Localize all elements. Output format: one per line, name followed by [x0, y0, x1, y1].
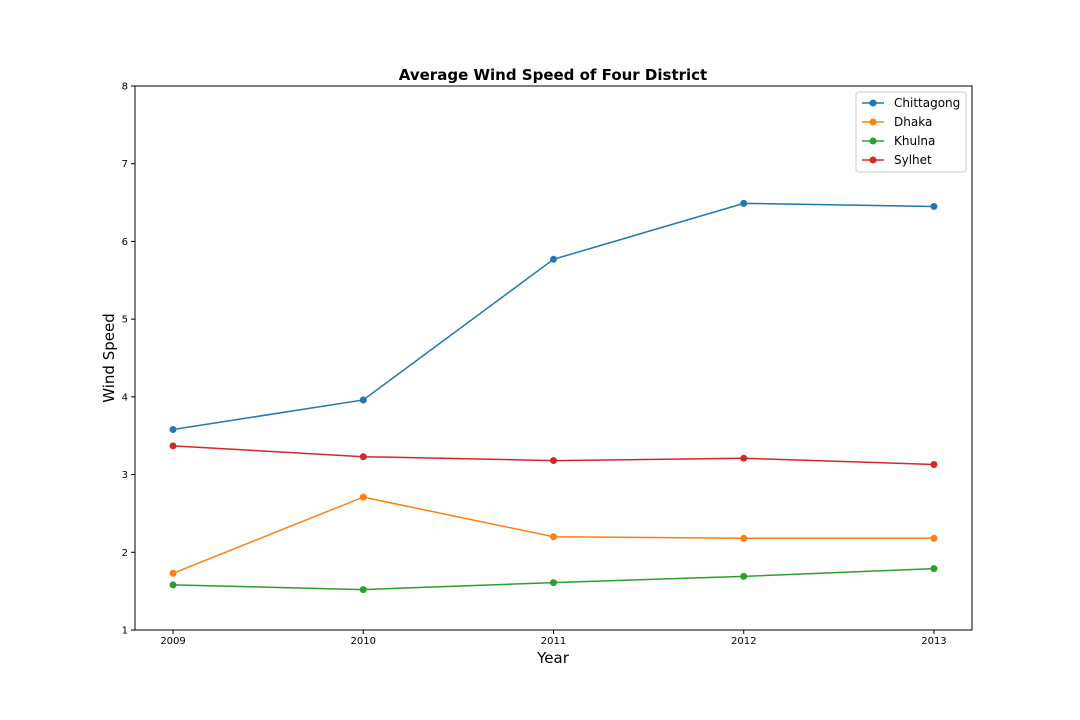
data-point-chittagong — [359, 396, 367, 404]
data-point-dhaka — [169, 569, 177, 577]
data-point-sylhet — [169, 442, 177, 450]
data-point-khulna — [169, 581, 177, 589]
legend-swatch-marker — [869, 156, 877, 164]
series-khulna — [169, 565, 938, 594]
y-tick-label: 3 — [122, 470, 128, 481]
data-point-chittagong — [169, 425, 177, 433]
x-tick-label: 2013 — [921, 636, 946, 647]
data-point-chittagong — [930, 202, 938, 210]
legend-swatch-marker — [869, 118, 877, 126]
y-tick-label: 7 — [122, 159, 128, 170]
plot-frame — [134, 85, 973, 631]
legend-frame — [855, 91, 967, 173]
y-axis-label: Wind Speed — [100, 313, 118, 403]
legend-label: Khulna — [894, 134, 935, 148]
x-tick-label: 2010 — [351, 636, 376, 647]
chart-title: Average Wind Speed of Four District — [399, 66, 707, 84]
x-tick-label: 2012 — [731, 636, 756, 647]
legend-item-chittagong: Chittagong — [862, 96, 960, 110]
y-tick-label: 2 — [122, 548, 128, 559]
series-layer — [169, 199, 938, 594]
y-tick-label: 8 — [122, 82, 128, 93]
y-tick-label: 1 — [122, 626, 128, 637]
y-tick-label: 5 — [122, 315, 128, 326]
data-point-sylhet — [359, 453, 367, 461]
plot-area — [134, 85, 973, 631]
series-chittagong — [169, 199, 938, 433]
data-point-sylhet — [930, 460, 938, 468]
legend-label: Dhaka — [894, 115, 932, 129]
data-point-chittagong — [550, 255, 557, 263]
legend-item-sylhet: Sylhet — [862, 153, 932, 167]
x-tick-label: 2011 — [541, 636, 566, 647]
y-tick-label: 4 — [122, 392, 128, 403]
data-point-khulna — [740, 572, 748, 580]
data-point-khulna — [930, 565, 938, 573]
legend-item-khulna: Khulna — [862, 134, 935, 148]
legend-swatch-marker — [869, 99, 877, 107]
y-axis: 1 2 3 4 5 6 7 8 — [122, 82, 135, 637]
data-point-khulna — [550, 579, 557, 587]
data-point-sylhet — [550, 457, 557, 465]
series-dhaka — [169, 493, 938, 577]
legend-label: Sylhet — [894, 153, 932, 167]
data-point-khulna — [359, 586, 367, 594]
legend-item-dhaka: Dhaka — [862, 115, 932, 129]
data-point-dhaka — [550, 533, 557, 541]
data-point-dhaka — [740, 534, 748, 542]
data-point-chittagong — [740, 199, 748, 207]
x-tick-label: 2009 — [160, 636, 185, 647]
data-point-dhaka — [359, 493, 367, 501]
legend-label: Chittagong — [894, 96, 960, 110]
data-point-sylhet — [740, 454, 748, 462]
series-sylhet — [169, 442, 938, 468]
x-axis-label: Year — [536, 649, 570, 667]
y-tick-label: 6 — [122, 237, 128, 248]
data-point-dhaka — [930, 534, 938, 542]
legend-swatch-marker — [869, 137, 877, 145]
x-axis: 2009 2010 2011 2012 2013 — [160, 630, 947, 647]
legend: Chittagong Dhaka Khulna Sylhet — [855, 91, 967, 173]
